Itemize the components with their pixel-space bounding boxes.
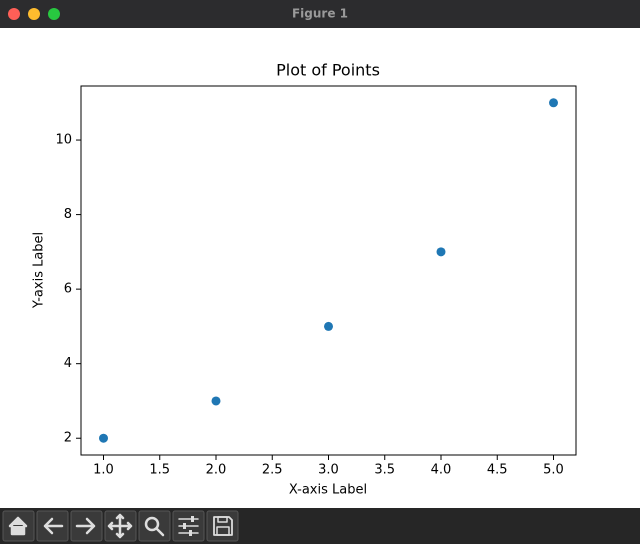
x-axis-label: X-axis Label <box>289 483 367 498</box>
back-button[interactable] <box>36 510 69 542</box>
x-tick-label: 3.5 <box>374 463 395 478</box>
home-button[interactable] <box>2 510 35 542</box>
chart-title: Plot of Points <box>276 61 380 80</box>
y-axis-label: Y-axis Label <box>32 232 47 309</box>
title-bar <box>0 0 640 28</box>
x-tick-label: 3.0 <box>318 463 339 478</box>
forward-button[interactable] <box>70 510 103 542</box>
save-button[interactable] <box>206 510 239 542</box>
point <box>99 433 108 443</box>
plot: Plot of Points X-axis Label Y-axis Label… <box>32 61 577 498</box>
x-tick-label: 5.0 <box>543 463 564 478</box>
point <box>211 396 221 406</box>
zoom-button[interactable] <box>48 8 60 20</box>
axes-frame <box>80 85 577 456</box>
y-tick-label: 4 <box>64 356 72 371</box>
point <box>324 321 333 331</box>
x-tick-label: 2.0 <box>206 463 227 478</box>
y-tick-label: 8 <box>64 207 72 222</box>
minimize-button[interactable] <box>28 8 40 20</box>
close-button[interactable] <box>8 8 20 20</box>
pan-button[interactable] <box>104 510 137 542</box>
y-tick-label: 2 <box>64 431 72 446</box>
point <box>436 247 446 257</box>
point <box>549 98 558 108</box>
configure-button[interactable] <box>172 510 205 542</box>
canvas <box>0 28 640 508</box>
x-tick-label: 4.0 <box>431 463 452 478</box>
x-tick-label: 4.5 <box>487 463 508 478</box>
zoom-tool-button[interactable] <box>138 510 171 542</box>
y-tick-label: 10 <box>55 133 72 148</box>
x-tick-label: 1.5 <box>149 463 170 478</box>
x-tick-label: 2.5 <box>262 463 283 478</box>
window-title: Figure 1 <box>292 7 348 21</box>
x-tick-label: 1.0 <box>93 463 114 478</box>
y-tick-label: 6 <box>64 282 72 297</box>
